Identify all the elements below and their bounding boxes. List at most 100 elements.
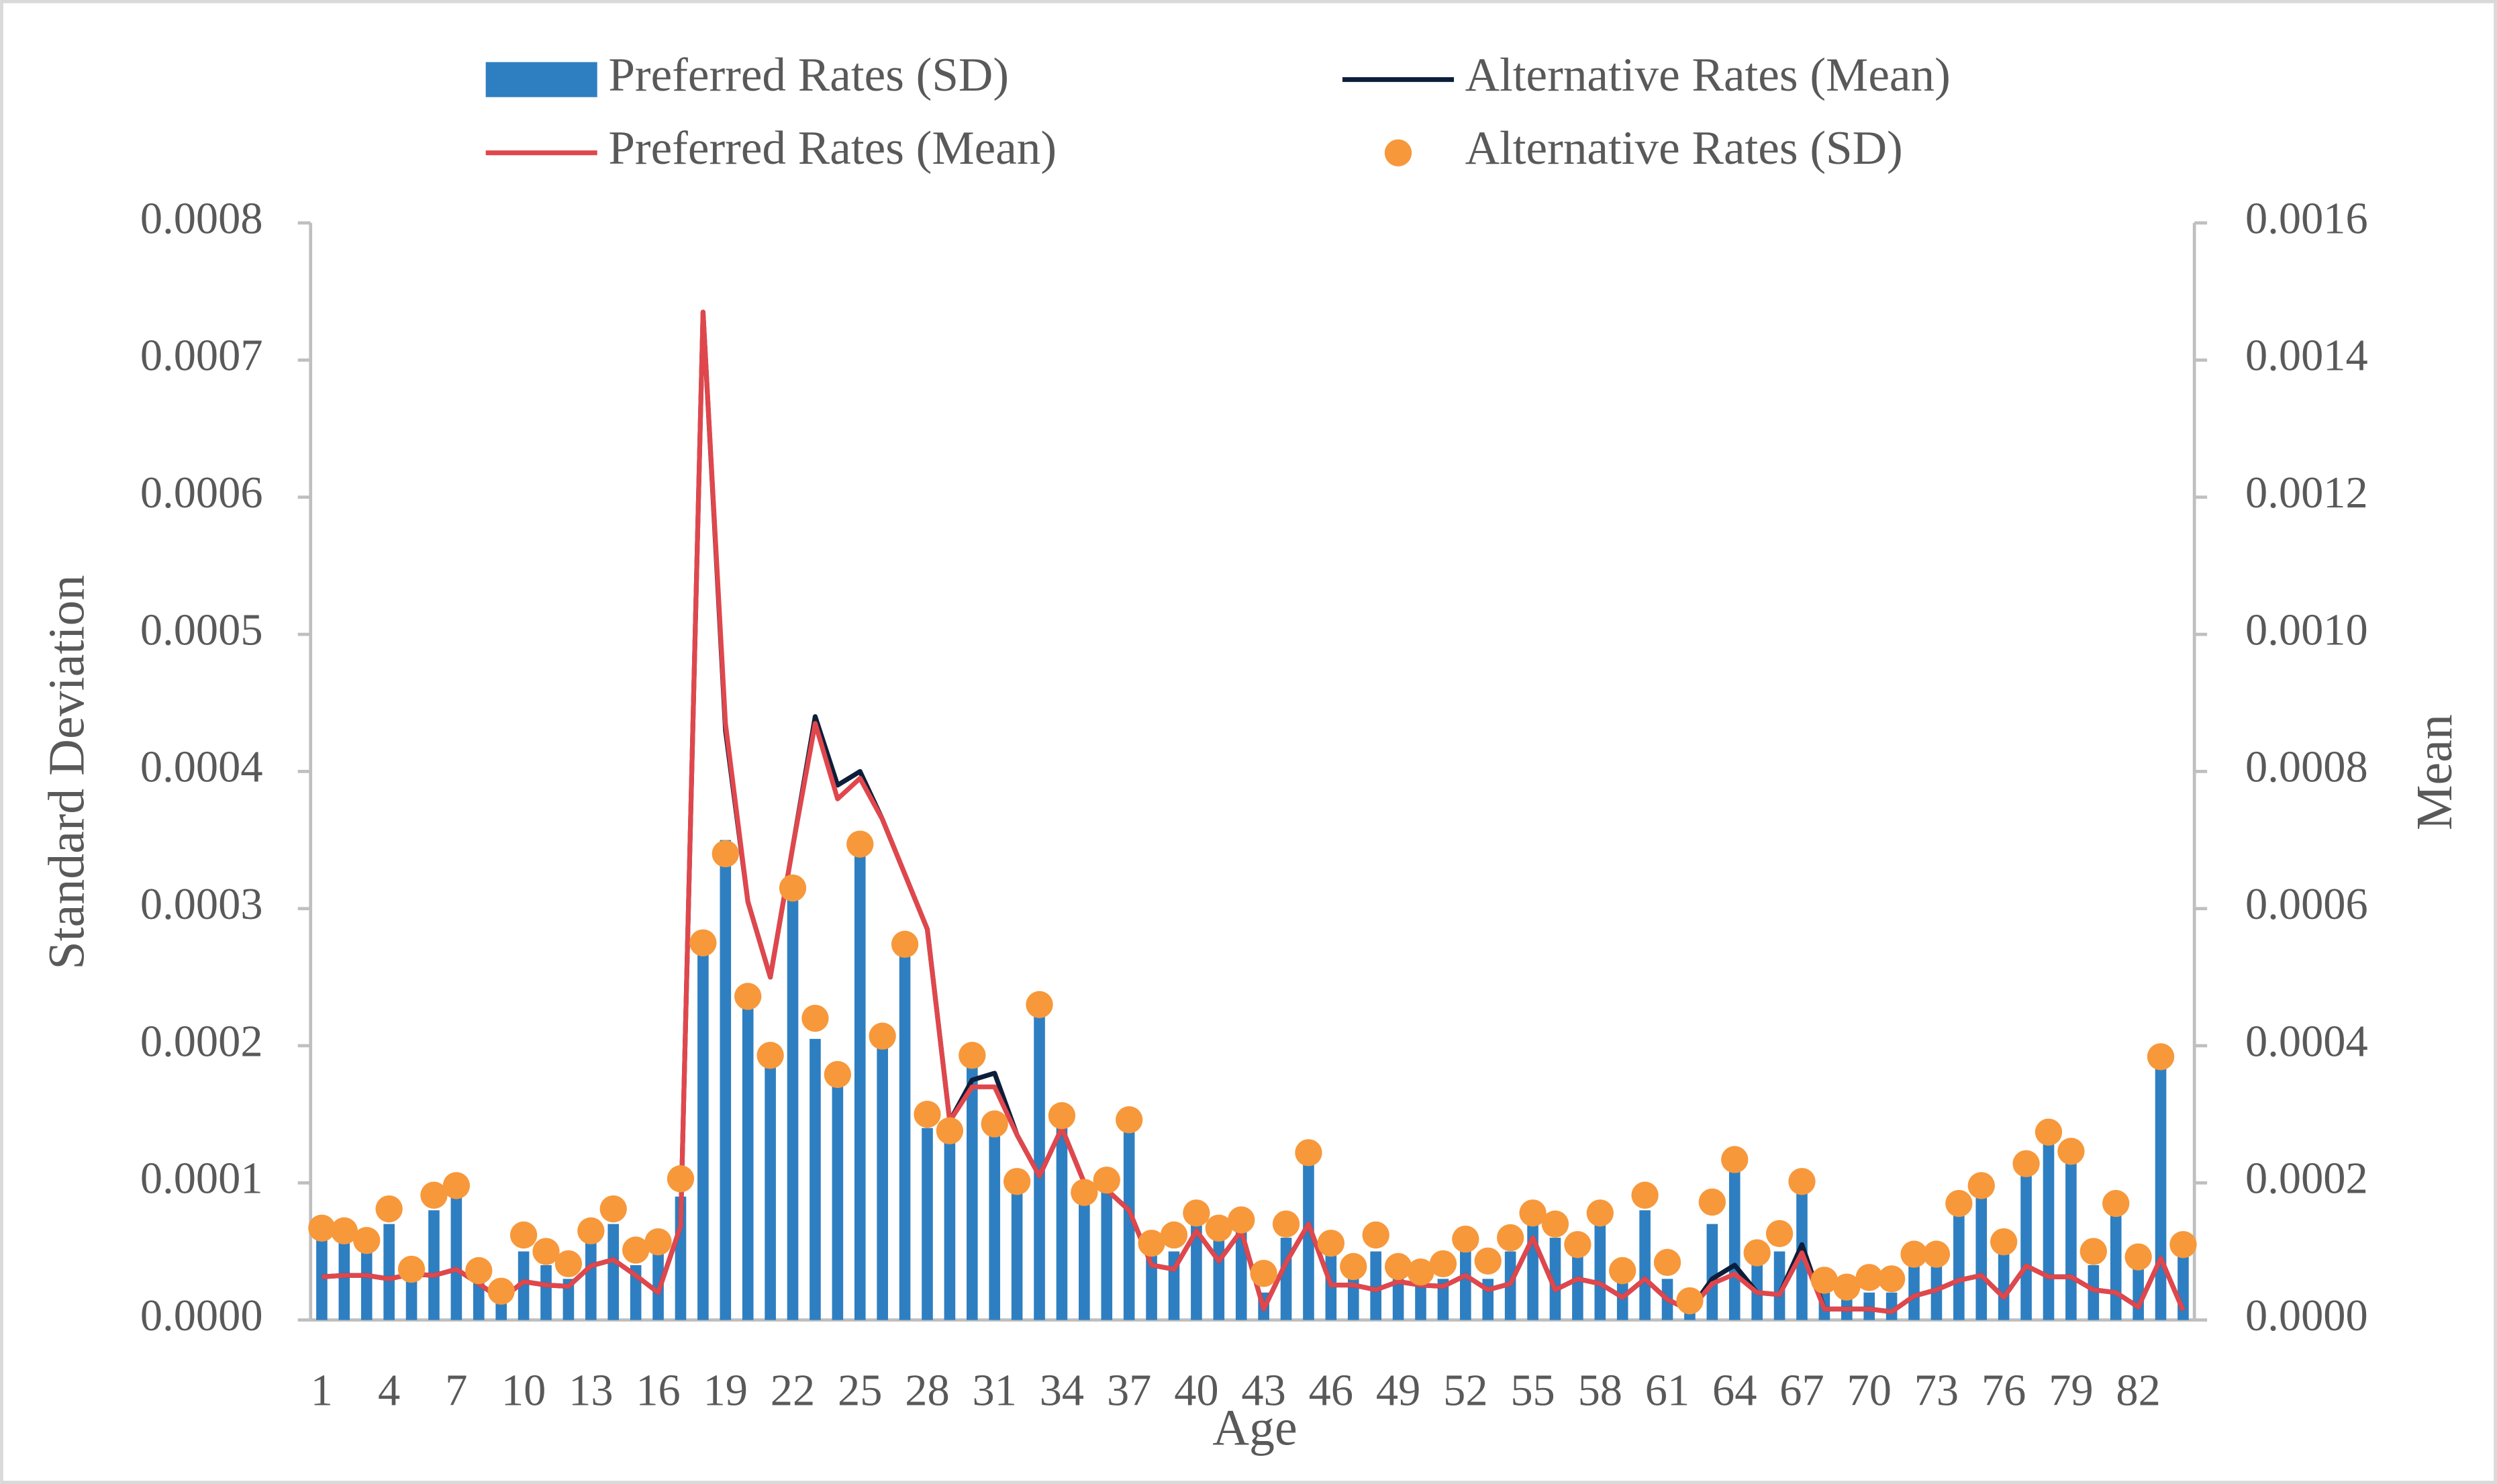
x-tick-label: 43 — [1241, 1366, 1285, 1415]
x-tick-label: 25 — [838, 1366, 882, 1415]
bar — [1370, 1251, 1381, 1320]
bar — [450, 1196, 462, 1320]
bar — [989, 1128, 1001, 1320]
bar — [1213, 1238, 1225, 1320]
bar — [1706, 1224, 1718, 1320]
y-tick-label: 0.0000 — [140, 1291, 263, 1340]
y2-tick-label: 0.0016 — [2245, 194, 2368, 243]
bar — [1572, 1251, 1583, 1320]
bar — [1191, 1224, 1202, 1320]
legend-label: Alternative Rates (Mean) — [1465, 49, 1951, 101]
dot — [667, 1165, 695, 1193]
bar — [854, 853, 866, 1320]
x-tick-label: 58 — [1578, 1366, 1622, 1415]
dot — [2169, 1231, 2197, 1258]
dot — [599, 1195, 627, 1223]
dot — [1810, 1267, 1839, 1294]
dot — [1833, 1273, 1861, 1301]
x-tick-label: 22 — [771, 1366, 815, 1415]
bar — [473, 1279, 485, 1320]
dot — [1003, 1168, 1031, 1195]
dot — [1384, 1252, 1412, 1281]
x-tick-label: 13 — [569, 1366, 613, 1415]
bar — [742, 1004, 754, 1320]
dot — [1183, 1199, 1210, 1227]
dot — [1228, 1206, 1255, 1234]
dot — [1519, 1199, 1547, 1227]
y2-tick-label: 0.0012 — [2245, 468, 2368, 517]
dot — [1452, 1225, 1479, 1253]
dot — [2102, 1189, 2130, 1218]
bar — [1460, 1251, 1471, 1320]
x-tick-label: 61 — [1645, 1366, 1690, 1415]
bar — [2065, 1155, 2077, 1320]
y2-tick-label: 0.0002 — [2245, 1154, 2368, 1203]
y-tick-label: 0.0007 — [140, 332, 263, 381]
dot — [1541, 1210, 1569, 1238]
bar — [1773, 1251, 1785, 1320]
bar — [899, 949, 911, 1320]
y2-tick-label: 0.0006 — [2245, 880, 2368, 929]
dot — [375, 1195, 403, 1223]
bar — [810, 1038, 821, 1320]
bar — [1415, 1279, 1426, 1320]
bar — [877, 1046, 888, 1320]
dot — [756, 1042, 784, 1069]
legend-label: Alternative Rates (SD) — [1465, 122, 1903, 175]
bar — [922, 1128, 933, 1320]
bar — [1728, 1169, 1741, 1320]
dot — [869, 1022, 896, 1050]
bar — [518, 1251, 530, 1320]
dot — [1429, 1250, 1457, 1278]
dot — [330, 1217, 358, 1245]
dot — [1362, 1221, 1389, 1249]
dot — [1967, 1172, 1995, 1199]
dot — [1474, 1247, 1502, 1275]
legend-label: Preferred Rates (SD) — [608, 49, 1009, 101]
legend-label: Preferred Rates (Mean) — [608, 122, 1057, 175]
dot — [2057, 1138, 2085, 1165]
bar — [1303, 1155, 1314, 1320]
dot — [981, 1110, 1008, 1138]
bar — [585, 1238, 597, 1320]
x-tick-label: 70 — [1847, 1366, 1892, 1415]
dot — [734, 983, 762, 1010]
dot — [1071, 1179, 1098, 1206]
dot — [1877, 1265, 1906, 1293]
bar — [2020, 1169, 2032, 1320]
y2-tick-label: 0.0008 — [2245, 743, 2368, 792]
dot — [420, 1181, 448, 1209]
dot — [554, 1250, 583, 1278]
dot — [1855, 1264, 1883, 1291]
bar — [967, 1059, 978, 1320]
dot — [1900, 1240, 1928, 1268]
x-tick-label: 19 — [703, 1366, 748, 1415]
bar — [338, 1238, 350, 1320]
dot — [1093, 1167, 1120, 1194]
y2-tick-label: 0.0014 — [2245, 332, 2368, 381]
dot — [1272, 1210, 1300, 1238]
y-tick-label: 0.0004 — [140, 743, 263, 792]
x-tick-label: 4 — [378, 1366, 400, 1415]
x-tick-label: 73 — [1914, 1366, 1959, 1415]
x-tick-label: 16 — [636, 1366, 680, 1415]
dot — [959, 1042, 986, 1069]
dot — [1407, 1258, 1434, 1286]
dot — [1564, 1231, 1592, 1258]
x-tick-label: 37 — [1107, 1366, 1151, 1415]
y-tick-label: 0.0001 — [140, 1154, 263, 1203]
bar — [720, 840, 732, 1320]
dot — [532, 1238, 560, 1265]
dot — [577, 1217, 605, 1245]
bar — [562, 1279, 575, 1320]
dot — [1496, 1224, 1524, 1252]
bar — [2088, 1265, 2100, 1320]
dot — [353, 1226, 381, 1254]
y-tick-label: 0.0006 — [140, 468, 263, 517]
bar — [2110, 1210, 2122, 1320]
bar — [1392, 1279, 1404, 1320]
legend-swatch — [1384, 139, 1412, 166]
dot — [712, 840, 739, 868]
bar — [1639, 1210, 1651, 1320]
